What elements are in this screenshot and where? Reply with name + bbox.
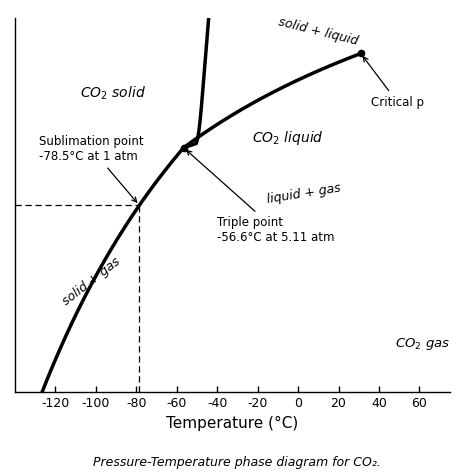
- Text: Sublimation point
-78.5°C at 1 atm: Sublimation point -78.5°C at 1 atm: [39, 135, 144, 202]
- Text: CO$_2$ liquid: CO$_2$ liquid: [252, 129, 324, 147]
- Text: solid + liquid: solid + liquid: [277, 15, 359, 48]
- Text: Pressure-Temperature phase diagram for CO₂.: Pressure-Temperature phase diagram for C…: [93, 456, 381, 469]
- Text: CO$_2$ solid: CO$_2$ solid: [80, 84, 146, 102]
- X-axis label: Temperature (°C): Temperature (°C): [166, 416, 299, 430]
- Text: CO$_2$ gas: CO$_2$ gas: [395, 336, 451, 352]
- Text: liquid + gas: liquid + gas: [266, 182, 342, 206]
- Text: solid + gas: solid + gas: [61, 255, 123, 309]
- Text: Critical p: Critical p: [363, 57, 424, 109]
- Text: Triple point
-56.6°C at 5.11 atm: Triple point -56.6°C at 5.11 atm: [187, 150, 335, 244]
